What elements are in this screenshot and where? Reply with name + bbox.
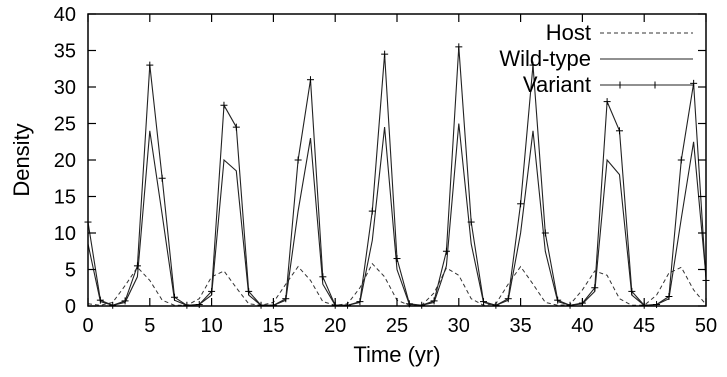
y-tick-label: 0 bbox=[65, 296, 76, 318]
point-marker-variant bbox=[294, 156, 302, 164]
point-marker-variant bbox=[393, 255, 401, 263]
x-tick-label: 15 bbox=[262, 315, 284, 337]
point-marker-variant bbox=[653, 301, 661, 309]
x-axis-label: Time (yr) bbox=[353, 342, 440, 367]
x-tick-label: 20 bbox=[324, 315, 346, 337]
x-tick-label: 35 bbox=[509, 315, 531, 337]
point-marker-variant bbox=[319, 273, 327, 281]
point-marker-variant bbox=[554, 296, 562, 304]
y-tick-label: 40 bbox=[54, 4, 76, 26]
series-layer bbox=[84, 43, 710, 309]
point-marker-variant bbox=[121, 297, 129, 305]
plot-frame bbox=[87, 13, 707, 307]
point-marker-variant bbox=[480, 298, 488, 306]
x-tick-label: 25 bbox=[386, 315, 408, 337]
y-tick-label: 15 bbox=[54, 187, 76, 209]
point-marker-variant bbox=[96, 296, 104, 304]
legend-label-variant: Variant bbox=[523, 72, 591, 97]
point-marker-variant bbox=[208, 287, 216, 295]
y-tick-label: 20 bbox=[54, 150, 76, 172]
point-marker-variant bbox=[146, 61, 154, 69]
point-marker-variant bbox=[282, 295, 290, 303]
point-marker-variant bbox=[628, 287, 636, 295]
point-marker-variant bbox=[529, 61, 537, 69]
x-tick-label: 50 bbox=[695, 315, 717, 337]
legend-label-host: Host bbox=[546, 20, 591, 45]
y-tick-label: 30 bbox=[54, 77, 76, 99]
point-marker-variant bbox=[195, 301, 203, 309]
y-tick-label: 25 bbox=[54, 114, 76, 136]
point-marker-variant bbox=[467, 218, 475, 226]
point-marker-variant bbox=[615, 127, 623, 135]
point-marker-variant bbox=[665, 293, 673, 301]
x-tick-label: 45 bbox=[633, 315, 655, 337]
x-tick-label: 40 bbox=[571, 315, 593, 337]
point-marker-variant bbox=[603, 98, 611, 106]
x-tick-label: 10 bbox=[200, 315, 222, 337]
point-marker-variant bbox=[517, 200, 525, 208]
point-marker-variant bbox=[133, 262, 141, 270]
series-line-wild-type bbox=[87, 123, 707, 306]
legend-label-wild-type: Wild-type bbox=[499, 46, 591, 71]
y-axis-label: Density bbox=[9, 123, 34, 196]
point-marker-variant bbox=[690, 79, 698, 87]
point-marker-variant bbox=[232, 123, 240, 131]
y-tick-label: 35 bbox=[54, 41, 76, 63]
x-tick-label: 0 bbox=[82, 315, 93, 337]
x-tick-label: 30 bbox=[448, 315, 470, 337]
y-tick-label: 5 bbox=[65, 260, 76, 282]
point-marker-variant bbox=[591, 284, 599, 292]
point-marker-variant bbox=[306, 76, 314, 84]
point-marker-variant bbox=[220, 101, 228, 109]
point-marker-variant bbox=[368, 207, 376, 215]
point-marker-variant bbox=[245, 287, 253, 295]
point-marker-variant bbox=[455, 43, 463, 51]
point-marker-variant bbox=[442, 247, 450, 255]
axes-layer: 0 5 10 15 20 25 30 35 40 45 50 0 5 10 15 20 25 30 35 40 bbox=[54, 4, 717, 337]
point-marker-variant bbox=[504, 295, 512, 303]
point-marker-variant bbox=[430, 297, 438, 305]
point-marker-variant bbox=[541, 229, 549, 237]
point-marker-variant bbox=[677, 156, 685, 164]
y-tick-label: 10 bbox=[54, 223, 76, 245]
point-marker-variant bbox=[381, 50, 389, 58]
point-marker-variant bbox=[356, 298, 364, 306]
point-marker-variant bbox=[171, 293, 179, 301]
series-wild-type bbox=[87, 123, 707, 306]
x-tick-label: 5 bbox=[144, 315, 155, 337]
point-marker-variant bbox=[158, 174, 166, 182]
